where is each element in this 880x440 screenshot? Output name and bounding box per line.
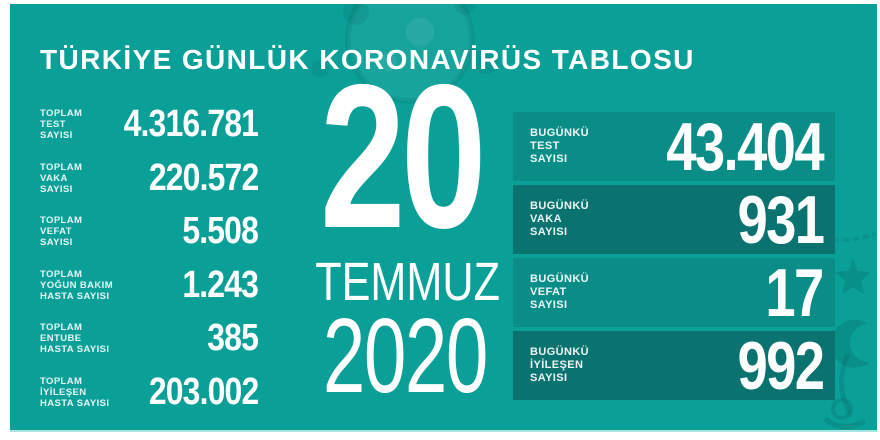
total-label-vefat: TOPLAM VEFAT SAYISI xyxy=(40,215,83,249)
daily-label-iyilesen: BUGÜNKÜ İYİLEŞEN SAYISI xyxy=(530,346,590,384)
daily-value-vefat: 17 xyxy=(765,254,825,331)
total-value-iyilesen: 203.002 xyxy=(148,370,258,413)
daily-value-test: 43.404 xyxy=(666,108,824,185)
total-row-vaka: TOPLAM VAKA SAYISI 220.572 xyxy=(40,152,259,206)
daily-box-iyilesen: BUGÜNKÜ İYİLEŞEN SAYISI 992 xyxy=(513,331,835,400)
date-day: 20 xyxy=(320,42,487,271)
covid-daily-table-card: TÜRKİYE GÜNLÜK KORONAVİRÜS TABLOSU TOPLA… xyxy=(10,4,877,432)
date-year: 2020 xyxy=(322,296,488,415)
total-value-entube: 385 xyxy=(207,317,259,360)
total-label-entube: TOPLAM ENTUBE HASTA SAYISI xyxy=(40,322,110,356)
total-value-vaka: 220.572 xyxy=(148,156,258,199)
total-label-test: TOPLAM TEST SAYISI xyxy=(40,108,83,142)
daily-value-vaka: 931 xyxy=(737,181,825,258)
total-row-test: TOPLAM TEST SAYISI 4.316.781 xyxy=(40,98,259,152)
date-block: 20 TEMMUZ 2020 xyxy=(296,42,500,415)
daily-box-vefat: BUGÜNKÜ VEFAT SAYISI 17 xyxy=(513,258,835,327)
total-row-entube: TOPLAM ENTUBE HASTA SAYISI 385 xyxy=(40,312,259,366)
total-value-yogun-bakim: 1.243 xyxy=(182,263,259,306)
total-label-yogun-bakim: TOPLAM YOĞUN BAKIM HASTA SAYISI xyxy=(40,268,114,302)
daily-label-vaka: BUGÜNKÜ VAKA SAYISI xyxy=(530,200,590,238)
total-row-iyilesen: TOPLAM İYİLEŞEN HASTA SAYISI 203.002 xyxy=(40,366,259,420)
page-title: TÜRKİYE GÜNLÜK KORONAVİRÜS TABLOSU xyxy=(40,44,695,75)
total-label-iyilesen: TOPLAM İYİLEŞEN HASTA SAYISI xyxy=(40,375,110,409)
total-value-test: 4.316.781 xyxy=(123,103,259,146)
total-label-vaka: TOPLAM VAKA SAYISI xyxy=(40,161,83,195)
total-row-vefat: TOPLAM VEFAT SAYISI 5.508 xyxy=(40,205,259,259)
totals-column: TOPLAM TEST SAYISI 4.316.781 TOPLAM VAKA… xyxy=(40,98,259,420)
daily-box-test: BUGÜNKÜ TEST SAYISI 43.404 xyxy=(513,112,835,181)
total-row-yogun-bakim: TOPLAM YOĞUN BAKIM HASTA SAYISI 1.243 xyxy=(40,259,259,313)
total-value-vefat: 5.508 xyxy=(182,210,259,253)
daily-value-iyilesen: 992 xyxy=(737,327,825,404)
daily-box-vaka: BUGÜNKÜ VAKA SAYISI 931 xyxy=(513,185,835,254)
daily-label-vefat: BUGÜNKÜ VEFAT SAYISI xyxy=(530,273,590,311)
daily-label-test: BUGÜNKÜ TEST SAYISI xyxy=(530,127,590,165)
daily-column: BUGÜNKÜ TEST SAYISI 43.404 BUGÜNKÜ VAKA … xyxy=(513,112,835,400)
